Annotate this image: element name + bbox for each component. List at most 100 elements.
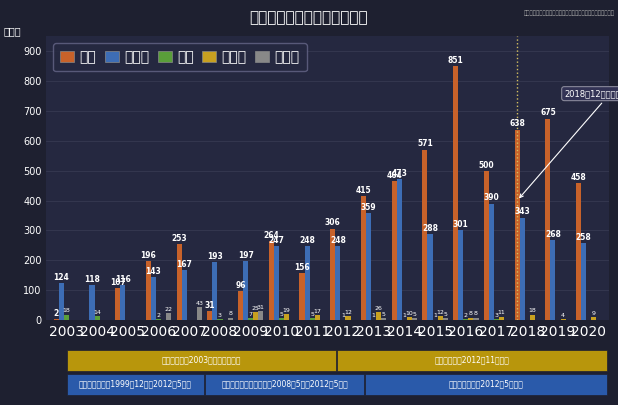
- Text: 107: 107: [110, 278, 125, 287]
- Bar: [90, 285, 95, 320]
- Text: 343: 343: [514, 207, 530, 216]
- Text: （回）: （回）: [3, 26, 21, 36]
- Bar: [494, 319, 499, 320]
- Bar: [545, 119, 551, 320]
- Bar: [238, 291, 243, 320]
- Text: 248: 248: [299, 236, 315, 245]
- Text: 306: 306: [325, 218, 341, 228]
- Text: 5: 5: [382, 312, 386, 317]
- Text: 390: 390: [484, 193, 499, 202]
- Text: 473: 473: [391, 168, 407, 178]
- Text: 1: 1: [371, 313, 376, 318]
- Text: 1: 1: [402, 313, 406, 318]
- Text: 4: 4: [561, 313, 565, 318]
- Bar: [243, 261, 248, 320]
- Bar: [453, 66, 458, 320]
- Text: 防衛省・自衛隊統計「緊急別緊急発進実施状況」をもとに作成: 防衛省・自衛隊統計「緊急別緊急発進実施状況」をもとに作成: [524, 10, 615, 16]
- Text: 31: 31: [257, 305, 265, 309]
- Bar: [458, 230, 464, 320]
- Text: 5: 5: [310, 312, 314, 317]
- Text: 1: 1: [341, 313, 345, 318]
- Bar: [315, 315, 320, 320]
- Bar: [330, 229, 336, 320]
- Bar: [64, 315, 69, 320]
- Bar: [182, 270, 187, 320]
- Text: 247: 247: [268, 236, 284, 245]
- Text: 116: 116: [115, 275, 130, 284]
- Text: 156: 156: [294, 263, 310, 272]
- Text: 9: 9: [592, 311, 596, 316]
- Bar: [253, 313, 258, 320]
- Bar: [59, 283, 64, 320]
- Text: プーチン政権（1999年12月〜2012年5月）: プーチン政権（1999年12月〜2012年5月）: [79, 380, 192, 389]
- Text: 12: 12: [436, 310, 444, 315]
- Text: 22: 22: [164, 307, 172, 312]
- Legend: 中国, ロシア, 台湾, 北朝鮮, その他: 中国, ロシア, 台湾, 北朝鮮, その他: [53, 43, 307, 71]
- Text: 359: 359: [361, 202, 376, 212]
- Text: 5: 5: [443, 312, 447, 317]
- Text: 25: 25: [252, 306, 260, 311]
- Bar: [258, 311, 263, 320]
- Text: 248: 248: [330, 236, 346, 245]
- Text: 19: 19: [282, 308, 290, 313]
- Bar: [442, 318, 448, 320]
- Text: 268: 268: [545, 230, 561, 239]
- Bar: [397, 179, 402, 320]
- Text: 675: 675: [540, 108, 556, 117]
- Text: 5: 5: [413, 312, 417, 317]
- Text: 8: 8: [474, 311, 478, 316]
- Bar: [284, 314, 289, 320]
- Bar: [366, 213, 371, 320]
- Bar: [515, 130, 520, 320]
- Text: 31: 31: [205, 301, 215, 309]
- Text: 301: 301: [453, 220, 468, 229]
- Text: 197: 197: [238, 251, 253, 260]
- Text: 2018年12月韓国レーダー照射事件: 2018年12月韓国レーダー照射事件: [520, 89, 618, 198]
- Text: 7: 7: [248, 312, 253, 317]
- Bar: [336, 246, 341, 320]
- Text: 258: 258: [576, 233, 591, 242]
- Bar: [300, 273, 305, 320]
- Bar: [310, 318, 315, 320]
- Bar: [581, 243, 586, 320]
- Bar: [381, 318, 386, 320]
- Bar: [412, 318, 417, 320]
- Text: 5: 5: [279, 312, 284, 317]
- Text: 習近平時代（2012年11月〜）: 習近平時代（2012年11月〜）: [434, 356, 509, 364]
- Text: 96: 96: [235, 281, 246, 290]
- Bar: [218, 319, 222, 320]
- Text: 8: 8: [469, 311, 473, 316]
- Bar: [279, 318, 284, 320]
- Text: 14: 14: [93, 309, 101, 315]
- Text: 2: 2: [464, 313, 468, 318]
- Text: 638: 638: [509, 119, 525, 128]
- Text: 2: 2: [54, 309, 59, 318]
- Bar: [227, 318, 232, 320]
- Bar: [120, 286, 125, 320]
- Bar: [489, 204, 494, 320]
- Text: 167: 167: [176, 260, 192, 269]
- Bar: [248, 318, 253, 320]
- Text: 851: 851: [448, 56, 464, 65]
- Text: 143: 143: [146, 267, 161, 276]
- Bar: [274, 246, 279, 320]
- Bar: [561, 319, 565, 320]
- Text: 26: 26: [375, 306, 383, 311]
- Text: プーチン政権（2012年5月〜）: プーチン政権（2012年5月〜）: [449, 380, 523, 389]
- Bar: [423, 149, 428, 320]
- Text: 18: 18: [62, 308, 70, 313]
- Bar: [269, 241, 274, 320]
- Bar: [499, 317, 504, 320]
- Text: 253: 253: [171, 234, 187, 243]
- Text: 458: 458: [571, 173, 586, 182]
- Text: 43: 43: [195, 301, 203, 306]
- Text: 193: 193: [207, 252, 222, 261]
- Bar: [345, 316, 350, 320]
- Bar: [376, 312, 381, 320]
- Bar: [407, 317, 412, 320]
- Bar: [207, 311, 213, 320]
- Text: 8: 8: [228, 311, 232, 316]
- Text: 415: 415: [356, 186, 371, 195]
- Bar: [392, 181, 397, 320]
- Bar: [428, 234, 433, 320]
